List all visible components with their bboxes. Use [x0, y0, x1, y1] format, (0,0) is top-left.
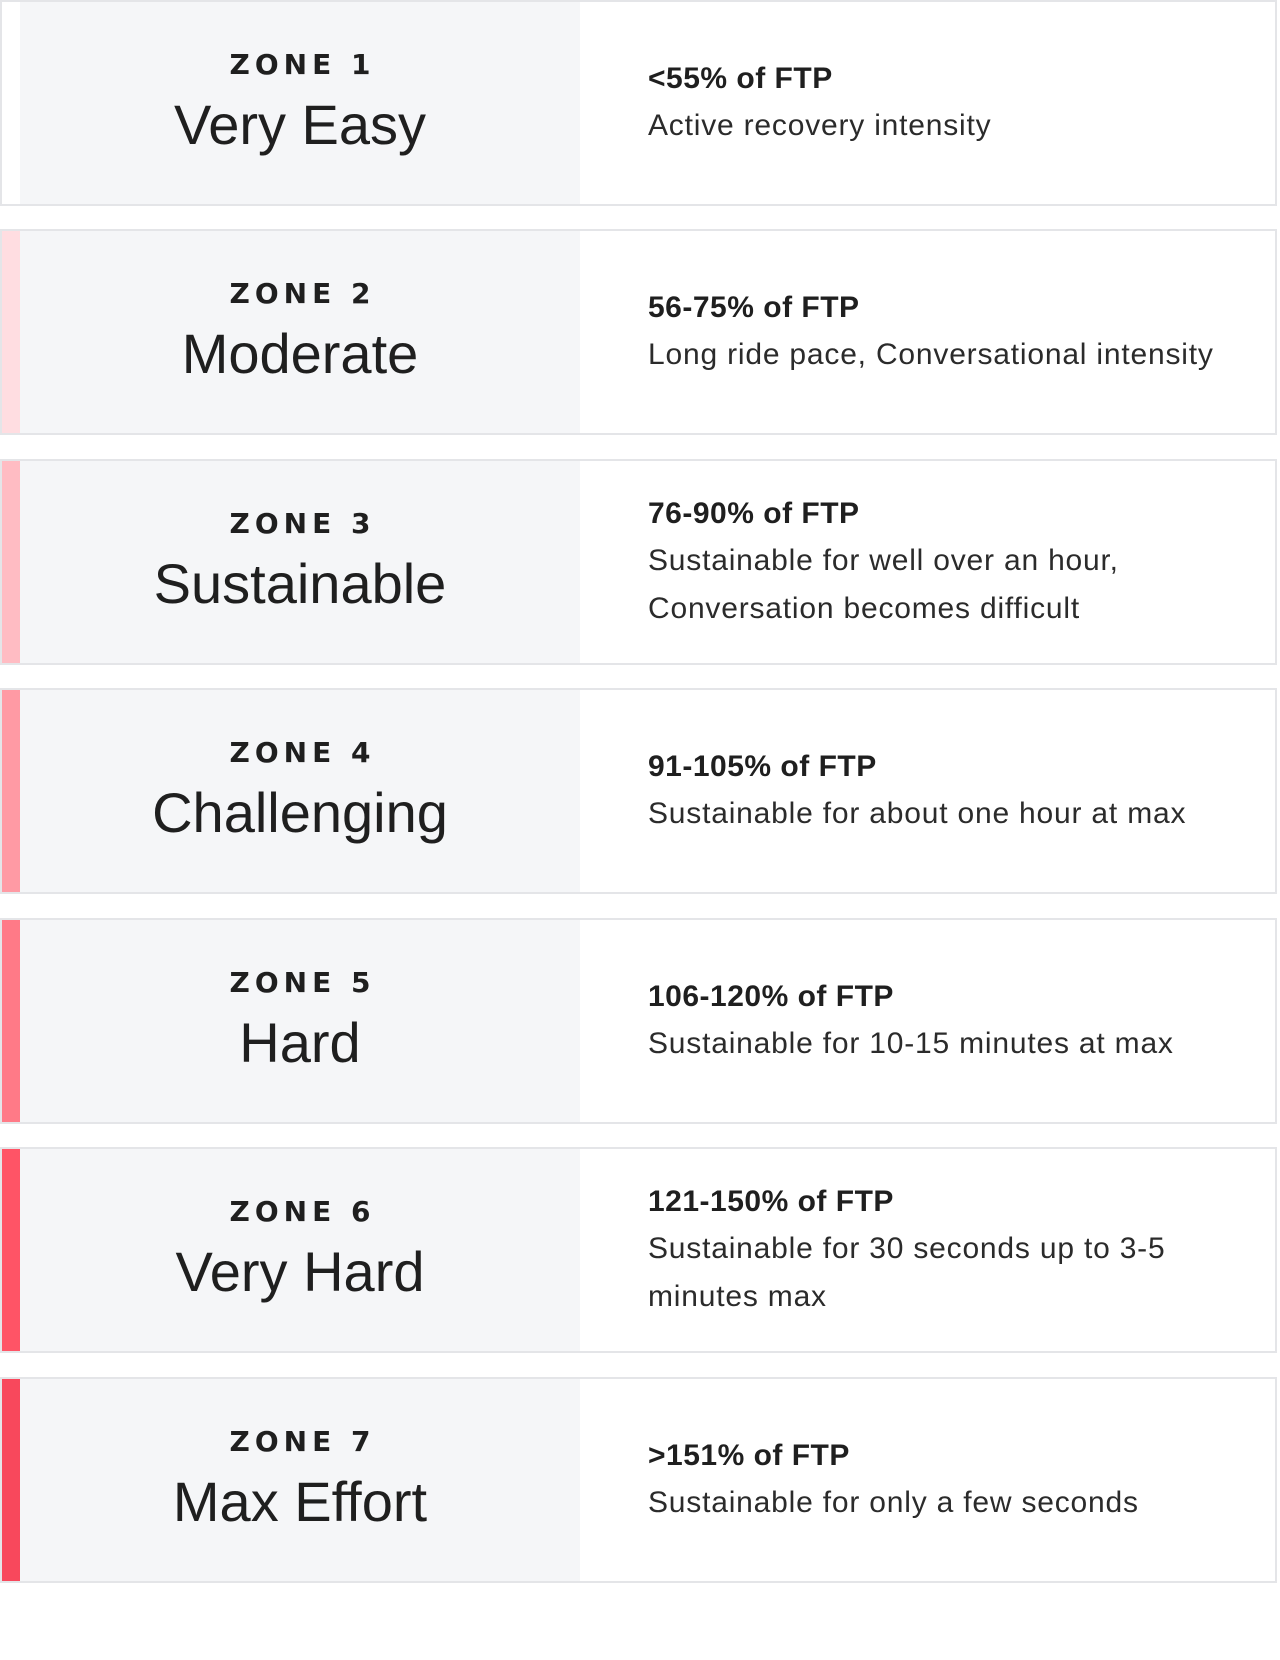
zone-accent-bar	[2, 690, 20, 892]
zone-name-panel: ZONE 6 Very Hard	[20, 1149, 580, 1351]
zone-number: ZONE 1	[229, 48, 376, 81]
zone-description: Sustainable for about one hour at max	[648, 797, 1187, 830]
zone-number: ZONE 5	[229, 966, 376, 999]
zone-number: ZONE 7	[229, 1425, 376, 1458]
zone-number: ZONE 4	[229, 736, 376, 769]
zone-ftp-range: 106-120% of FTP	[648, 980, 894, 1013]
zone-title: Max Effort	[172, 1470, 428, 1533]
zone-title: Hard	[239, 1011, 361, 1074]
zone-name-panel: ZONE 5 Hard	[20, 920, 580, 1122]
zone-accent-bar	[2, 2, 20, 204]
zone-name-panel: ZONE 7 Max Effort	[20, 1379, 580, 1581]
zone-card-5: ZONE 5 Hard 106-120% of FTP Sustainable …	[0, 918, 1277, 1124]
zone-name-panel: ZONE 3 Sustainable	[20, 461, 580, 663]
zone-title: Sustainable	[153, 552, 447, 615]
zone-card-4: ZONE 4 Challenging 91-105% of FTP Sustai…	[0, 688, 1277, 894]
zone-description: Active recovery intensity	[648, 109, 992, 142]
zone-info: 106-120% of FTP Sustainable for 10-15 mi…	[580, 920, 1275, 1122]
zone-name-panel: ZONE 4 Challenging	[20, 690, 580, 892]
zone-accent-bar	[2, 231, 20, 433]
zone-number: ZONE 6	[229, 1195, 376, 1228]
zone-ftp-range: 76-90% of FTP	[648, 497, 860, 530]
zone-card-1: ZONE 1 Very Easy <55% of FTP Active reco…	[0, 0, 1277, 206]
zone-ftp-range: <55% of FTP	[648, 62, 833, 95]
zone-card-6: ZONE 6 Very Hard 121-150% of FTP Sustain…	[0, 1147, 1277, 1353]
zone-card-3: ZONE 3 Sustainable 76-90% of FTP Sustain…	[0, 459, 1277, 665]
zone-info: 121-150% of FTP Sustainable for 30 secon…	[580, 1149, 1275, 1351]
zone-info: <55% of FTP Active recovery intensity	[580, 2, 1275, 204]
zone-number: ZONE 2	[229, 277, 376, 310]
zone-description: Sustainable for well over an hour, Conve…	[648, 544, 1119, 625]
zone-name-panel: ZONE 2 Moderate	[20, 231, 580, 433]
zone-ftp-range: 91-105% of FTP	[648, 750, 877, 783]
zone-ftp-range: >151% of FTP	[648, 1439, 850, 1472]
zone-accent-bar	[2, 1379, 20, 1581]
zone-description: Sustainable for 10-15 minutes at max	[648, 1027, 1174, 1060]
zone-info: 76-90% of FTP Sustainable for well over …	[580, 461, 1275, 663]
zone-card-2: ZONE 2 Moderate 56-75% of FTP Long ride …	[0, 229, 1277, 435]
zone-ftp-range: 121-150% of FTP	[648, 1185, 894, 1218]
zone-title: Very Easy	[173, 93, 427, 156]
zone-info: 91-105% of FTP Sustainable for about one…	[580, 690, 1275, 892]
zone-description: Sustainable for only a few seconds	[648, 1486, 1139, 1519]
zone-accent-bar	[2, 920, 20, 1122]
zone-title: Very Hard	[175, 1240, 425, 1303]
zone-description: Long ride pace, Conversational intensity	[648, 338, 1214, 371]
zone-description: Sustainable for 30 seconds up to 3-5 min…	[648, 1232, 1166, 1313]
zone-accent-bar	[2, 461, 20, 663]
zone-card-7: ZONE 7 Max Effort >151% of FTP Sustainab…	[0, 1377, 1277, 1583]
zone-title: Moderate	[181, 322, 419, 385]
zone-info: 56-75% of FTP Long ride pace, Conversati…	[580, 231, 1275, 433]
zone-number: ZONE 3	[229, 507, 376, 540]
zone-ftp-range: 56-75% of FTP	[648, 291, 860, 324]
zone-accent-bar	[2, 1149, 20, 1351]
zone-name-panel: ZONE 1 Very Easy	[20, 2, 580, 204]
zone-title: Challenging	[152, 781, 448, 844]
zone-info: >151% of FTP Sustainable for only a few …	[580, 1379, 1275, 1581]
